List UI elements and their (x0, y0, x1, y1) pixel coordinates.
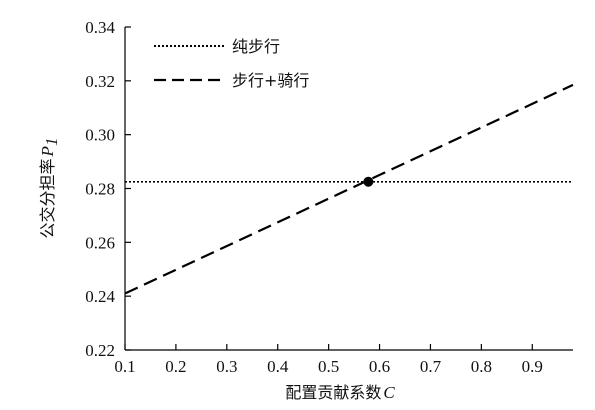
y-axis-title-sub: 1 (42, 138, 61, 147)
y-axis-title-text: 公交分担率 (38, 158, 57, 238)
y-tick-label: 0.28 (85, 180, 115, 199)
tick-labels: 0.22 0.24 0.26 0.28 0.30 0.32 0.34 0.1 0.2 0.3 0.4… (85, 18, 543, 376)
x-axis-title: 配置贡献系数 C (285, 383, 395, 402)
x-axis-title-var: C (383, 383, 395, 402)
x-tick-label: 0.6 (369, 357, 390, 376)
series (124, 83, 574, 295)
x-tick-label: 0.1 (114, 357, 135, 376)
y-tick-label: 0.34 (85, 18, 115, 37)
y-tick-label: 0.32 (85, 72, 115, 91)
x-tick-label: 0.8 (471, 357, 492, 376)
y-tick-label: 0.22 (85, 341, 115, 360)
x-tick-label: 0.4 (267, 357, 289, 376)
legend-label-walk: 纯步行 (232, 37, 280, 56)
series-line-walk-bike (124, 83, 574, 295)
legend-label-walk-bike: 步行+骑行 (232, 71, 309, 90)
y-tick-label: 0.30 (85, 126, 115, 145)
annotations (363, 176, 374, 187)
x-tick-label: 0.7 (420, 357, 442, 376)
axes (124, 26, 573, 351)
y-axis-title-var: P (38, 146, 57, 157)
y-tick-label: 0.24 (85, 287, 115, 306)
y-axis-title: 公交分担率P1 (38, 138, 61, 239)
intersection-point (363, 176, 374, 187)
x-axis-title-text: 配置贡献系数 (285, 383, 381, 402)
x-tick-label: 0.5 (318, 357, 339, 376)
y-tick-label: 0.26 (85, 233, 115, 252)
x-tick-label: 0.3 (216, 357, 237, 376)
legend: 纯步行 步行+骑行 (154, 37, 309, 90)
x-tick-label: 0.2 (165, 357, 186, 376)
x-tick-label: 0.9 (522, 357, 543, 376)
